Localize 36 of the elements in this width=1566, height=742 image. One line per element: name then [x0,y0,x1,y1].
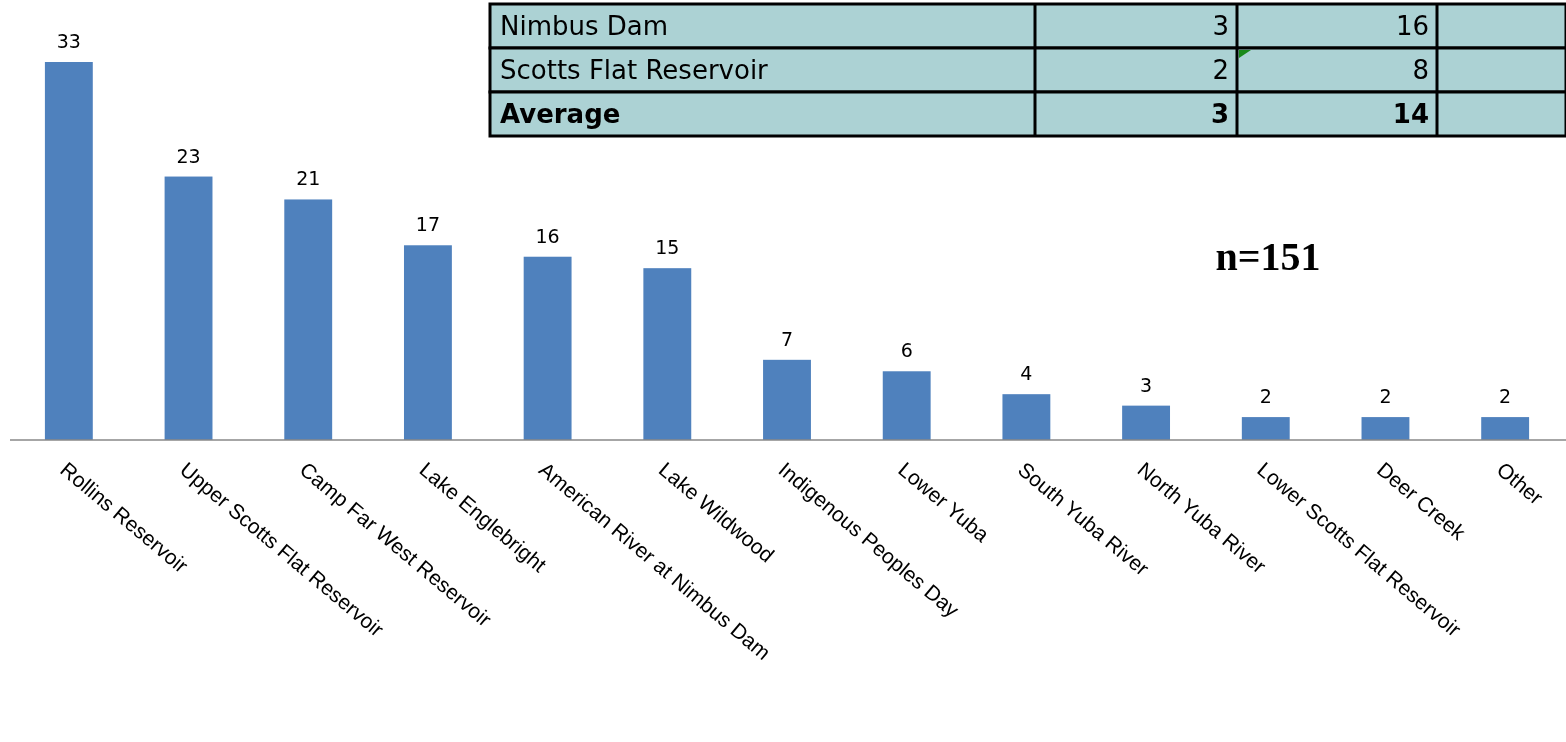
data-label: 33 [56,30,81,52]
bar [1241,417,1290,440]
annotation: 2 [1212,55,1229,85]
bar [882,371,931,440]
data-label: 2 [1499,385,1512,408]
bar [44,62,93,440]
data-label: 4 [1020,362,1033,385]
data-label: 21 [296,167,321,190]
bar [763,359,811,440]
text: Nimbus Dam [500,11,669,41]
bar [403,245,452,440]
bar [643,268,692,440]
bar [284,199,333,440]
annotation: Scotts Flat Reservoir [500,55,769,85]
bar [1002,394,1051,440]
annotation: 3 [1210,99,1229,129]
data-label: 6 [900,339,913,362]
annotation: 8 [1412,55,1429,85]
data-label: 23 [176,144,201,167]
bar [1122,405,1171,440]
data-label: 16 [535,224,560,247]
data-label: 17 [415,213,441,236]
annotation: 14 [1392,99,1429,129]
data-label: 7 [780,327,794,350]
data-label: 3 [1140,373,1153,396]
bar [1481,417,1530,440]
annotation: n=151 [1215,234,1321,279]
data-label: 2 [1379,385,1392,408]
data-label: 2 [1259,385,1272,408]
bar [164,176,213,440]
text: 16 [1395,11,1429,41]
text: 3 [1212,11,1229,41]
data-label: 15 [655,236,680,259]
annotation: Average [500,99,621,129]
bar [1361,417,1410,440]
bar [523,256,572,440]
